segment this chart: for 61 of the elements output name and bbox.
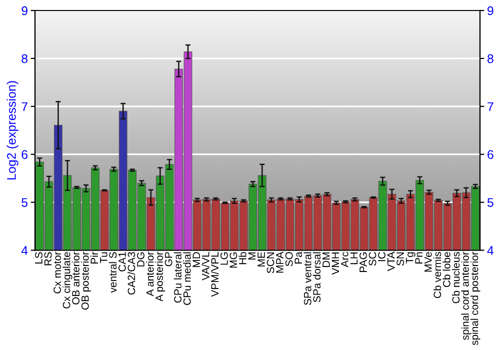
x-tick-label: ventral S [108, 252, 117, 293]
x-tick-label: DM [322, 252, 330, 267]
x-tick-label: GP [164, 252, 172, 266]
x-tick-label: Pir [90, 252, 98, 264]
x-tick-label: SN [396, 252, 404, 266]
y2-tick-label: 4 [487, 246, 494, 255]
x-tick-label: A anterior [146, 252, 154, 296]
x-tick-label: VPM/VPL [210, 252, 219, 297]
x-tick-label: VTA [387, 252, 395, 272]
x-tick-label: OB anterior [72, 252, 80, 304]
x-tick-label: DG [137, 252, 144, 266]
x-tick-label: MPA [276, 252, 284, 273]
x-tick-label: Tu [100, 252, 108, 264]
y2-tick-label: 7 [488, 102, 494, 111]
y-tick-label: 5 [22, 198, 28, 207]
x-tick-label: MG [230, 252, 238, 268]
x-tick-label: Cb vermis [433, 252, 442, 298]
x-tick-label: CPu lateral [174, 252, 182, 303]
x-tick-label: SO [285, 252, 293, 266]
x-tick-label: LH [350, 252, 358, 264]
y-axis-title: Log2 (expression) [6, 81, 18, 180]
x-tick-label: spinal cord posterior [470, 252, 480, 346]
x-tick-label: VA/VL [202, 252, 210, 280]
x-tick-label: IC [378, 252, 386, 262]
x-tick-label: M [248, 252, 256, 260]
y2-tick-label: 9 [488, 6, 494, 16]
x-tick-label: Pa [294, 252, 302, 264]
y-tick-label: 9 [22, 6, 28, 16]
x-tick-label: CA1 [118, 252, 126, 272]
x-tick-label: MVe [424, 252, 432, 272]
y2-tick-label: 8 [487, 54, 494, 64]
x-tick-label: SC [368, 252, 376, 266]
x-tick-label: Arc [341, 252, 348, 268]
y2-tick-label: 5 [487, 198, 494, 207]
y-tick-label: 6 [22, 150, 28, 159]
x-tick-label: CPu medial [183, 252, 191, 305]
x-tick-label: LS [35, 252, 42, 264]
x-tick-label: VMH [332, 252, 339, 275]
x-tick-label: Cb nucleus [452, 252, 460, 304]
x-tick-label: RS [44, 252, 52, 266]
y-tick-label: 4 [21, 246, 28, 255]
x-tick-label: Cx motor [54, 252, 61, 294]
x-tick-label: Cb lobe [442, 252, 450, 288]
x-tick-label: Cx cingulate [62, 252, 72, 308]
x-tick-label: ME [258, 252, 265, 266]
x-tick-label: PAG [360, 252, 367, 272]
x-tick-label: spinal cord anterior [461, 252, 471, 340]
x-tick-label: CA2/CA3 [127, 252, 136, 295]
x-tick-label: A posterior [155, 252, 166, 302]
x-tick-label: LG [220, 252, 228, 265]
y2-tick-label: 6 [488, 150, 494, 159]
y-tick-label: 7 [22, 102, 28, 111]
x-tick-label: Tg [406, 252, 416, 264]
x-tick-label: Pn [415, 252, 422, 264]
x-tick-label: MD [192, 252, 200, 267]
x-tick-label: Hb [238, 252, 246, 264]
y-tick-label: 8 [22, 54, 28, 64]
x-tick-label: SCN [266, 252, 274, 274]
x-tick-label: SPa ventral [304, 252, 312, 306]
x-tick-label: SPa dorsal [312, 252, 321, 302]
x-tick-label: OB posterior [81, 252, 91, 310]
